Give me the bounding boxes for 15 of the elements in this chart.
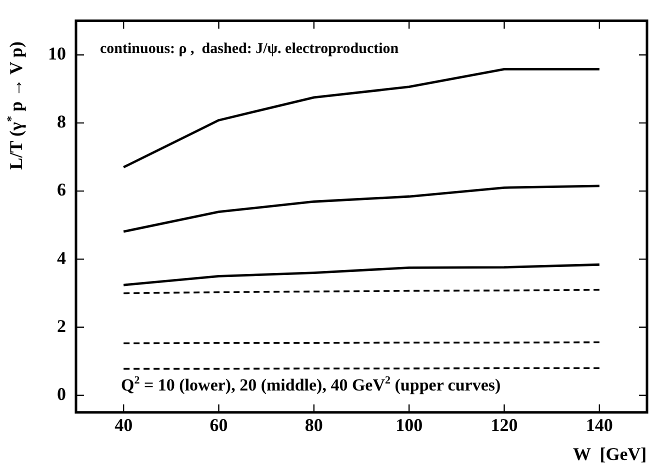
y-tick-label: 6 [57, 180, 66, 200]
y-axis-title: L/T (γ* p → V p) [4, 41, 26, 170]
x-tick-label: 100 [396, 414, 423, 435]
y-tick-label: 2 [57, 316, 66, 336]
x-tick-label: 120 [490, 414, 518, 435]
x-axis-title: W [GeV] [573, 444, 647, 464]
annotation: continuous: ρ , dashed: J/ψ. electroproduction [100, 40, 400, 57]
x-tick-label: 80 [304, 414, 323, 435]
y-tick-label: 8 [57, 112, 66, 132]
y-tick-label: 10 [48, 44, 66, 64]
x-tick-label: 60 [210, 414, 228, 435]
y-tick-label: 4 [57, 248, 66, 268]
x-tick-label: 140 [586, 414, 613, 435]
y-tick-label: 0 [57, 384, 66, 404]
x-tick-label: 40 [114, 414, 133, 435]
